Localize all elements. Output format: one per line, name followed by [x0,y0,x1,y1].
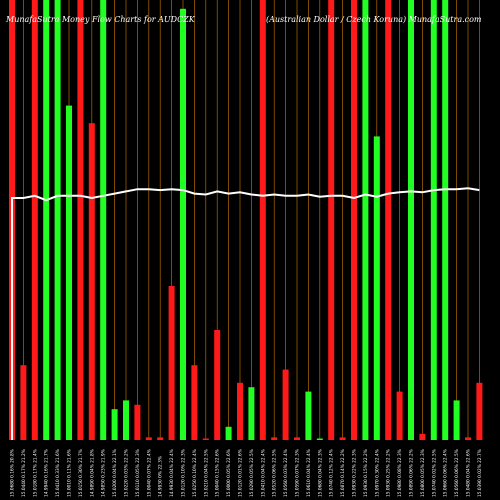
x-tick-label: 15.0930 0.25% 22.2% [386,449,392,497]
bar [430,0,437,440]
x-tick-label: 15.0040 0.15% 22.6% [215,449,221,497]
bar [316,438,323,440]
bar [31,0,38,440]
x-tick-label: 15.0870 0.14% 22.2% [340,449,346,497]
x-tick-label: 15.0740 0.12% 22.4% [329,449,335,497]
bar [43,0,50,440]
x-tick-label: 15.0220 0.03% 22.2% [124,449,130,497]
x-tick-label: 15.0120 0.10% 22.3% [181,449,187,497]
bar [351,0,357,440]
x-tick-label: 15.0680 0.16% 20.8% [10,449,16,497]
chart-subtitle: (Australian Dollar / Czech Koruna) Munaf… [266,15,482,24]
x-tick-label: 15.0390 0.02% 22.7% [477,449,483,497]
x-tick-label: 15.0010 0.11% 21.6% [67,449,73,497]
x-tick-label: 15.0980 0.08% 22.3% [397,449,403,497]
bar [385,0,392,440]
bar [66,105,72,440]
x-tick-label: 15.0250 0.10% 22.4% [192,449,198,497]
x-tick-label: 15.0180 0.17% 21.4% [32,449,38,497]
x-tick-label: 14.9940 0.16% 21.7% [44,449,50,497]
chart-title: MunafaSutra Money Flow Charts for AUDCZK [5,15,196,24]
x-tick-label: 15.0000 0.05% 22.6% [226,449,232,497]
bar [419,433,426,440]
x-tick-label: 15.0590 0.07% 22.3% [295,449,301,497]
x-tick-label: 15.0210 0.04% 22.5% [203,449,209,497]
bar [157,437,164,440]
bar [100,0,107,440]
bar [465,437,471,440]
bar [362,0,369,440]
bar [271,437,278,440]
bar [237,382,243,440]
bar [54,0,61,440]
bar [202,438,209,440]
bar [328,0,335,440]
x-tick-label: 15.0410 0.33% 21.6% [55,449,61,497]
bar [282,369,289,440]
x-tick-label: 15.0110 0.05% 22.3% [135,449,141,497]
bar [88,123,95,440]
bar [214,330,221,440]
bar [180,8,186,441]
x-tick-label: 15.0930 0.22% 22.3% [352,449,358,497]
bar [294,437,300,440]
x-tick-label: 15.0680 0.04% 22.3% [317,449,323,497]
bar [77,0,84,440]
x-tick-label: 15.0660 0.06% 22.4% [443,449,449,497]
x-tick-label: 15.0560 0.06% 22.5% [454,449,460,497]
x-tick-label: 15.0440 0.17% 21.2% [21,449,27,497]
bar [191,365,198,440]
bar [20,365,27,440]
x-tick-label: 15.0040 0.07% 22.4% [146,449,152,497]
bar [305,391,312,440]
bar [145,437,152,440]
x-tick-label: 15.0290 0.05% 22.5% [249,449,255,497]
bar [453,400,460,440]
bar [373,136,380,440]
x-tick-label: 15.0740 0.02% 22.5% [431,449,437,497]
bar [248,387,255,440]
bar [339,437,346,440]
x-tick-label: 15.0520 0.06% 22.5% [272,449,278,497]
x-tick-label: 15.0120 0.01% 22.6% [238,449,244,497]
x-tick-label: 15.0800 0.05% 22.3% [420,449,426,497]
bar [168,286,175,440]
x-tick-label: 14.9890 0.04% 21.8% [89,449,95,497]
x-tick-label: 15.0150 0.30% 21.7% [78,449,84,497]
x-tick-label: 15.0560 0.03% 22.4% [283,449,289,497]
x-tick-label: 14.9930 0.04% 22.4% [169,449,175,497]
x-tick-label: 15.0970 0.30% 22.4% [374,449,380,497]
bar [442,0,449,440]
x-tick-label: 15.0610 0.04% 22.4% [306,449,312,497]
bar [259,0,266,440]
bar [123,400,129,440]
x-tick-label: 15.0930 0.15% 22.2% [363,449,369,497]
x-tick-label: 15.0480 0.04% 22.6% [466,449,472,497]
bar [111,409,118,440]
x-tick-label: 14.9930 0% 22.3% [158,456,164,497]
bar [134,404,141,440]
x-tick-label: 15.0890 0.06% 22.2% [409,449,415,497]
bar [408,0,414,440]
bar [225,426,232,440]
bar [476,382,483,440]
bar [396,391,403,440]
x-tick-label: 15.0410 0.04% 22.4% [260,449,266,497]
x-tick-label: 15.0200 0.04% 22.1% [112,449,118,497]
series-line [11,187,480,440]
x-tick-label: 14.9850 0.23% 21.9% [101,449,107,497]
